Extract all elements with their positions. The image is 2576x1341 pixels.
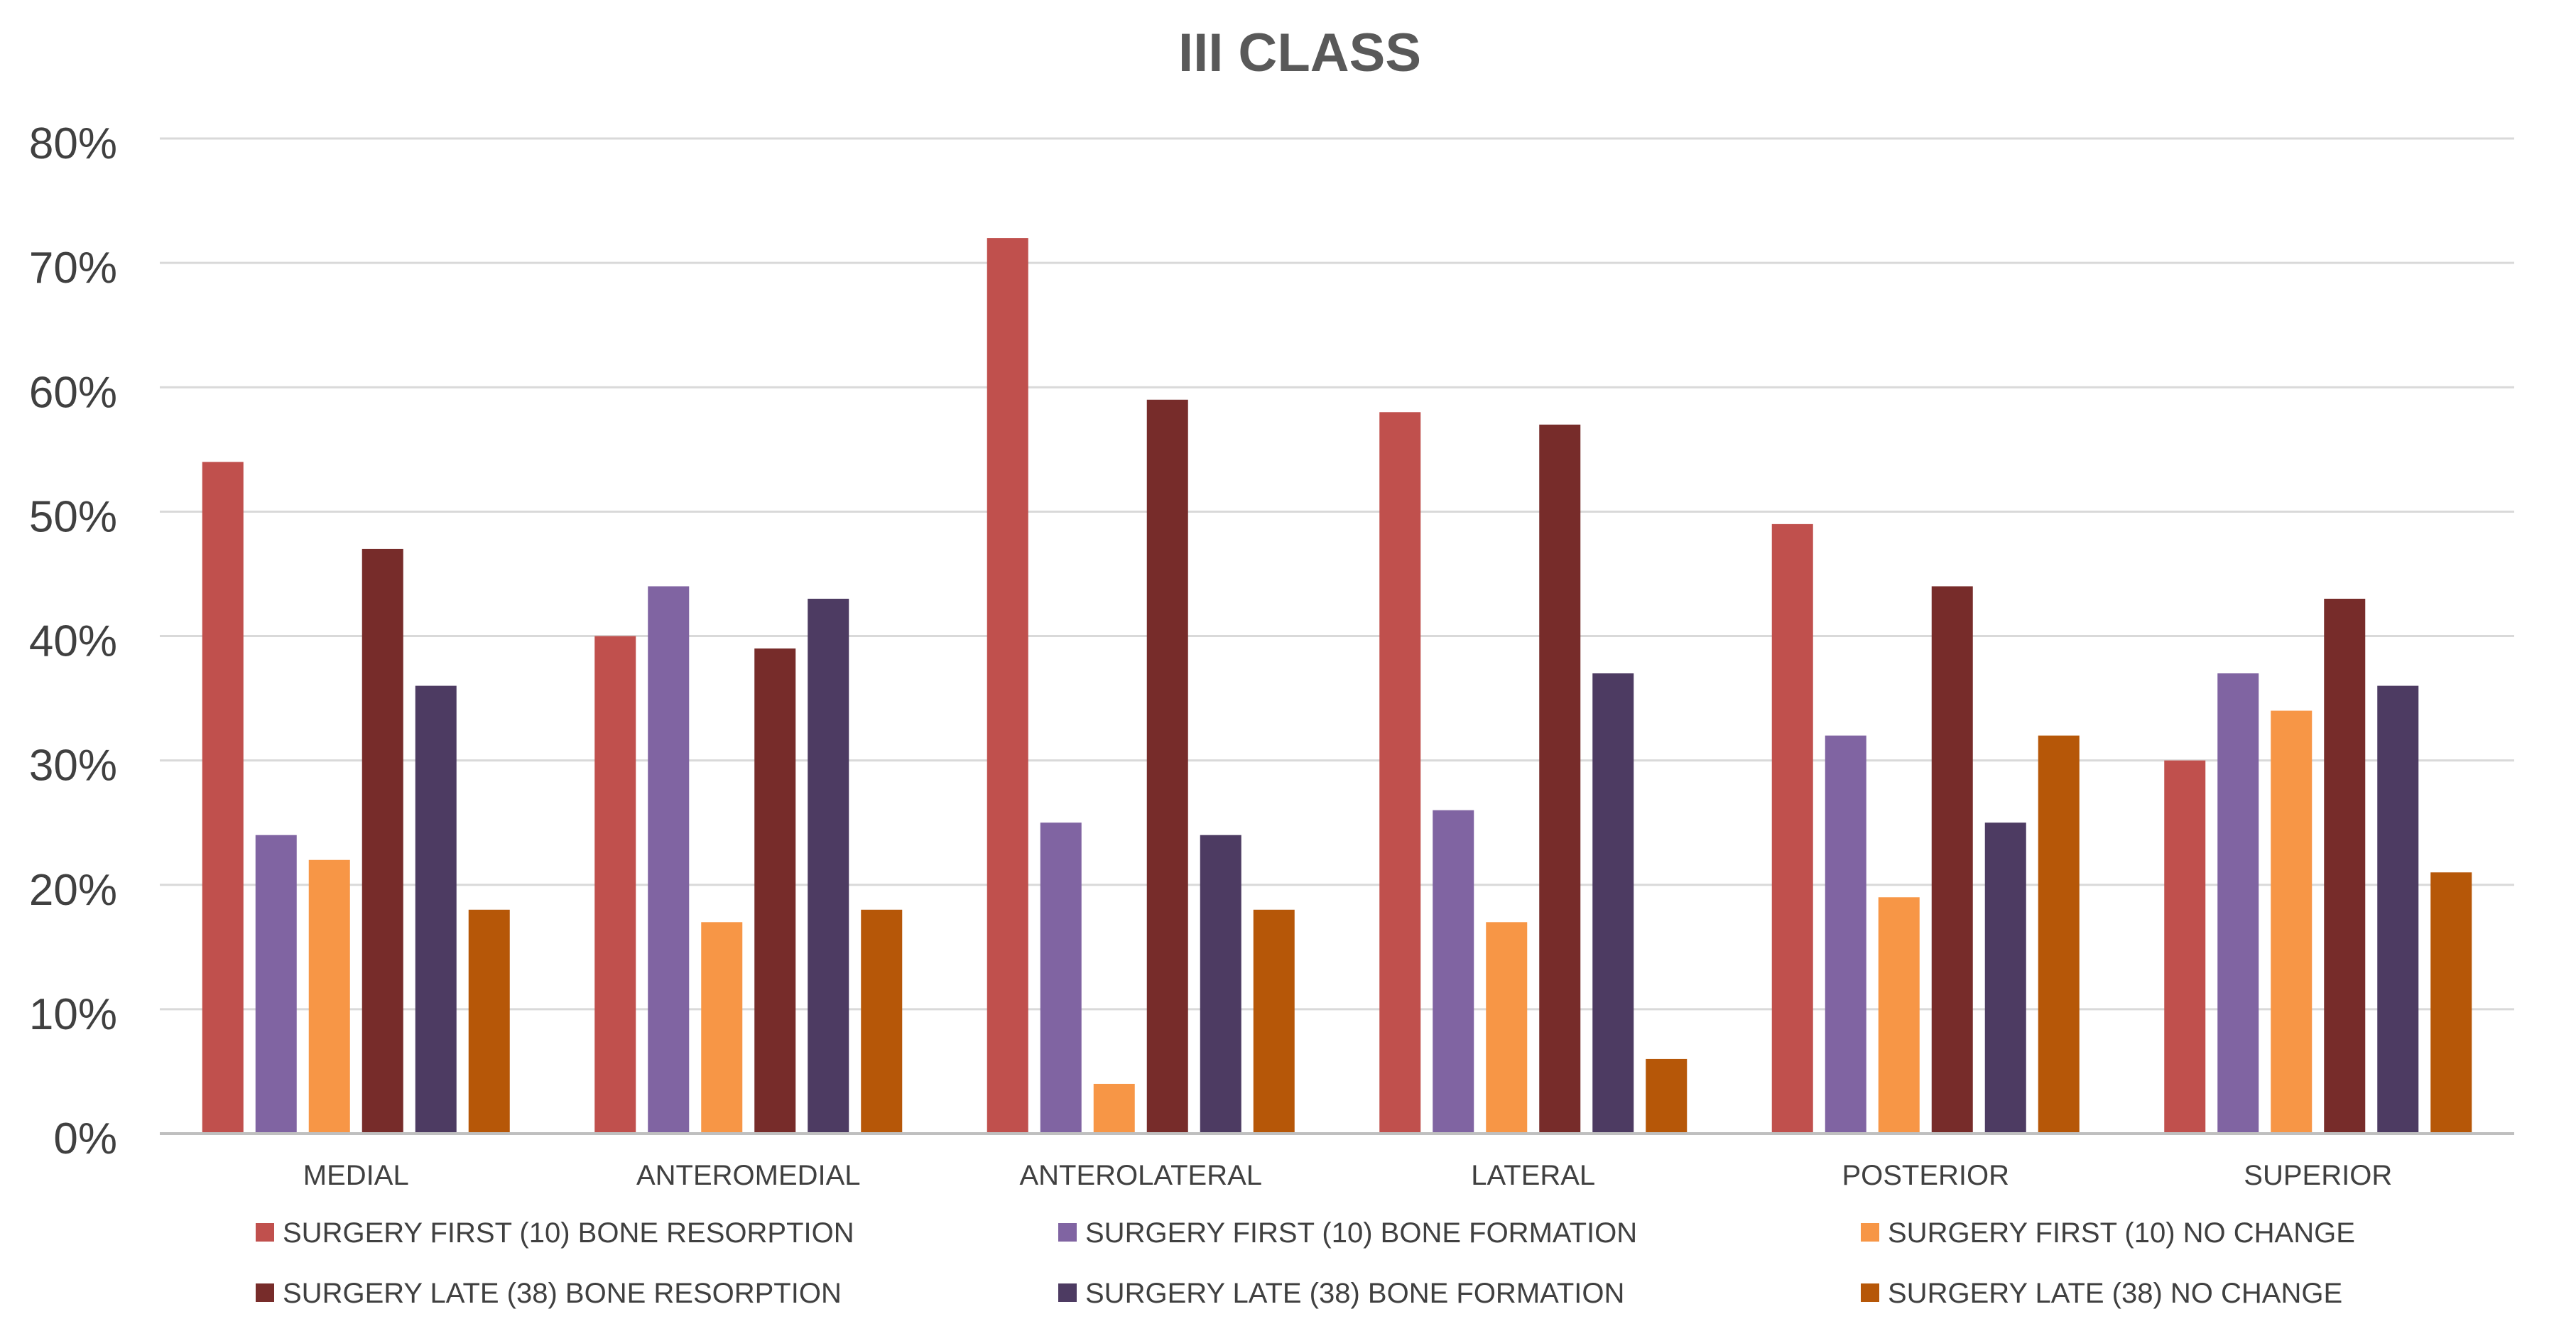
legend-swatch [1058,1223,1077,1242]
bar [1486,922,1528,1134]
bar [1825,735,1866,1134]
legend-swatch [1058,1283,1077,1302]
bar [2377,685,2419,1134]
x-tick-label: SUPERIOR [2244,1160,2392,1191]
bar [648,586,690,1134]
y-tick-label: 20% [29,866,117,915]
bars [202,238,2472,1134]
y-axis-ticks: 0% 10% 20% 30% 40% 50% 60% 70% 80% [29,119,117,1163]
y-tick-label: 60% [29,368,117,417]
bar [1771,523,1813,1134]
bar [468,909,510,1134]
bar [1931,586,1973,1134]
bar [701,922,743,1134]
legend-label: SURGERY FIRST (10) BONE FORMATION [1085,1217,1637,1249]
bar [415,685,457,1134]
bar [1093,1083,1135,1134]
x-tick-label: POSTERIOR [1842,1160,2009,1191]
bar [2271,710,2313,1134]
legend-swatch [1861,1283,1879,1302]
gridlines [160,137,2514,1011]
bar [861,909,903,1134]
bar [2430,872,2472,1134]
bar [1379,412,1421,1134]
bar [2217,673,2259,1134]
bar [2324,598,2366,1134]
bar [1040,822,1082,1134]
y-tick-label: 30% [29,742,117,791]
x-tick-label: MEDIAL [303,1160,409,1191]
legend-swatch [256,1223,274,1242]
bar [1146,399,1188,1134]
y-tick-label: 70% [29,244,117,293]
x-tick-label: ANTEROMEDIAL [636,1160,861,1191]
x-tick-label: LATERAL [1471,1160,1595,1191]
bar [308,859,350,1134]
legend-label: SURGERY LATE (38) NO CHANGE [1888,1278,2342,1309]
bar [1253,909,1295,1134]
y-tick-label: 50% [29,492,117,541]
legend-swatch [1861,1223,1879,1242]
bar [1984,822,2026,1134]
bar [1646,1058,1688,1134]
legend-label: SURGERY LATE (38) BONE FORMATION [1085,1278,1624,1309]
bar [255,835,297,1134]
bar [1539,424,1581,1134]
bar [987,238,1028,1134]
legend: SURGERY FIRST (10) BONE RESORPTION SURGER… [256,1217,2355,1309]
bar [1592,673,1634,1134]
x-axis-ticks: MEDIAL ANTEROMEDIAL ANTEROLATERAL LATERAL PO… [303,1160,2392,1191]
bar [2038,735,2080,1134]
bar [594,636,636,1134]
bar [808,598,849,1134]
legend-label: SURGERY LATE (38) BONE RESORPTION [283,1278,842,1309]
legend-swatch [256,1283,274,1302]
bar [362,548,403,1134]
chart-title: III CLASS [1178,23,1421,83]
bar [754,648,796,1134]
bar [1200,835,1241,1134]
bar [202,462,244,1134]
bar [2164,760,2206,1134]
bar [1878,897,1920,1134]
y-tick-label: 0% [53,1114,117,1163]
legend-label: SURGERY FIRST (10) BONE RESORPTION [283,1217,854,1249]
bar [1433,810,1474,1134]
y-tick-label: 80% [29,119,117,168]
x-tick-label: ANTEROLATERAL [1019,1160,1262,1191]
y-tick-label: 10% [29,990,117,1039]
legend-label: SURGERY FIRST (10) NO CHANGE [1888,1217,2355,1249]
y-tick-label: 40% [29,617,117,666]
